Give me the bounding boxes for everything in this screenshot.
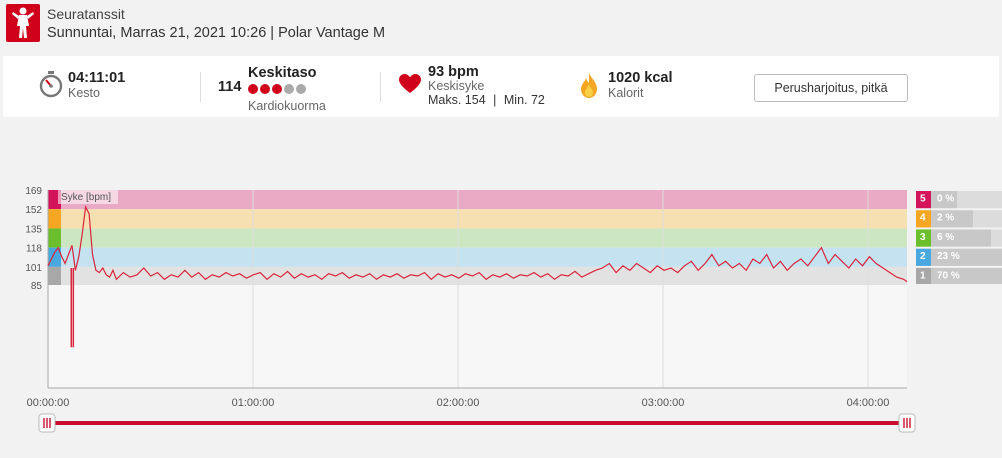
y-tick-label: 85 <box>31 281 43 292</box>
zone-band-1 <box>48 266 907 285</box>
zone-marker-1 <box>48 266 61 285</box>
load-dot-filled <box>248 84 258 94</box>
summary-panel: 04:11:01 Kesto 114 Keskitaso Kardiokuorm… <box>3 56 999 117</box>
series-label-bg <box>58 190 118 204</box>
zone-number-5: 5 <box>920 194 926 205</box>
zone-marker-5 <box>48 190 61 210</box>
zone-pct-bg-3 <box>991 229 1002 247</box>
divider <box>380 72 381 102</box>
header: Seuratanssit Sunnuntai, Marras 21, 2021 … <box>0 0 1002 50</box>
hr-minmax: Maks. 154 | Min. 72 <box>428 93 545 108</box>
duration-stat: 04:11:01 Kesto <box>68 70 125 100</box>
x-tick-label: 00:00:00 <box>27 397 70 409</box>
zone-marker-3 <box>48 228 61 248</box>
heart-icon <box>399 74 421 99</box>
zone-percent-1: 70 % <box>937 270 960 281</box>
zone-pct-bar-2 <box>931 248 1002 266</box>
zone-badge-1 <box>916 267 931 284</box>
zone-band-5 <box>48 190 907 210</box>
zone-percent-2: 23 % <box>937 251 960 262</box>
load-dot-empty <box>296 84 306 94</box>
duration-icon-wrap <box>39 70 63 103</box>
zone-band-4 <box>48 209 907 229</box>
load-dot-filled <box>272 84 282 94</box>
heart-rate-svg: 5 0 % 4 2 % 3 6 % 2 23 % 1 70 % 169 152 135 118 101 85 0… <box>25 186 1002 433</box>
load-value: 114 <box>218 78 241 96</box>
heart-rate-chart: 5 0 % 4 2 % 3 6 % 2 23 % 1 70 % 169 152 135 118 101 85 0… <box>0 130 1002 453</box>
avg-hr-value: 93 bpm <box>428 64 479 80</box>
series-label: Syke [bpm] <box>61 192 111 203</box>
divider <box>200 72 201 102</box>
load-title: Keskitaso <box>248 65 317 81</box>
zone-badge-2 <box>916 248 931 266</box>
y-tick-label: 118 <box>26 244 42 255</box>
zone-marker-2 <box>48 247 61 267</box>
calories-stat: 1020 kcal Kalorit <box>608 70 673 100</box>
zone-pct-bar-5 <box>931 191 957 209</box>
zone-marker-4 <box>48 209 61 229</box>
y-tick-label: 101 <box>25 263 42 274</box>
hr-sep: | <box>493 93 497 107</box>
heart-rate-line <box>47 205 908 283</box>
load-dot-empty <box>284 84 294 94</box>
calories-value: 1020 kcal <box>608 70 673 86</box>
x-tick-label: 04:00:00 <box>847 397 890 409</box>
zone-pct-bar-4 <box>931 210 973 228</box>
zone-number-1: 1 <box>920 270 926 281</box>
zone-badge-5 <box>916 191 931 209</box>
x-tick-label: 01:00:00 <box>232 397 275 409</box>
zone-percent-3: 6 % <box>937 232 954 243</box>
hr-max: Maks. 154 <box>428 93 486 107</box>
zone-number-2: 2 <box>920 251 926 262</box>
x-tick-label: 02:00:00 <box>437 397 480 409</box>
hr-min: Min. 72 <box>503 93 545 107</box>
y-tick-label: 135 <box>25 224 42 235</box>
load-dot-filled <box>260 84 270 94</box>
training-type-button[interactable]: Perusharjoitus, pitkä <box>754 74 908 102</box>
y-tick-label: 169 <box>25 186 42 197</box>
load-stat: Keskitaso Kardiokuorma <box>248 65 326 113</box>
avg-hr-label: Keskisyke <box>428 79 485 93</box>
zone-pct-bar-1 <box>931 267 1002 284</box>
heart-stat: 93 bpm Keskisyke Maks. 154 | Min. 72 <box>428 64 545 108</box>
zone-badge-4 <box>916 210 931 228</box>
sport-title: Seuratanssit <box>47 6 125 22</box>
y-tick-label: 152 <box>25 205 42 216</box>
range-slider-track <box>48 421 907 425</box>
zone-pct-bg-4 <box>973 210 1002 228</box>
zone-pct-bg-5 <box>957 191 1002 209</box>
load-number: 114 <box>218 79 242 95</box>
dancer-icon <box>6 4 40 42</box>
load-label: Kardiokuorma <box>248 99 326 113</box>
zone-number-4: 4 <box>920 213 926 224</box>
zone-pct-bar-3 <box>931 229 991 247</box>
zone-number-3: 3 <box>920 232 926 243</box>
stopwatch-icon <box>39 71 63 98</box>
zone-badge-3 <box>916 229 931 247</box>
zone-percent-4: 2 % <box>937 213 954 224</box>
x-tick-label: 03:00:00 <box>642 397 685 409</box>
load-dots <box>248 81 326 99</box>
session-subtitle: Sunnuntai, Marras 21, 2021 10:26 | Polar… <box>47 25 386 41</box>
zone-band-3 <box>48 228 907 248</box>
zone-percent-5: 0 % <box>937 194 954 205</box>
duration-value: 04:11:01 <box>68 70 126 86</box>
calories-label: Kalorit <box>608 86 644 100</box>
flame-icon <box>580 72 598 103</box>
duration-label: Kesto <box>68 86 100 100</box>
